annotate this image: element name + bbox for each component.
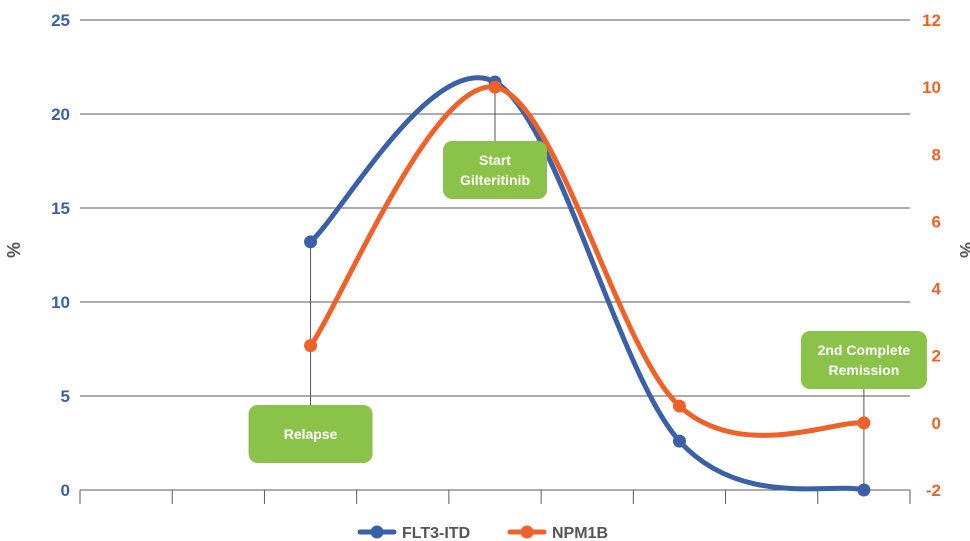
left-tick-label: 5: [61, 387, 70, 406]
annotation-label-relapse: Relapse: [284, 426, 338, 442]
left-tick-label: 25: [51, 11, 70, 30]
data-point-npm1b: [857, 416, 871, 430]
legend-swatch-marker-flt3-itd: [370, 525, 384, 539]
legend-label-npm1b: NPM1B: [552, 525, 608, 541]
left-axis-ticks: 0 5 10 15 20 25: [51, 11, 70, 500]
legend-swatch-marker-npm1b: [520, 525, 534, 539]
series-lines: [304, 75, 871, 497]
left-axis-title: %: [4, 242, 24, 258]
data-point-npm1b: [304, 339, 318, 353]
series-line-flt3-itd: [308, 75, 867, 493]
annotation-label-second-remission: Remission: [828, 362, 899, 378]
right-tick-label: 8: [932, 145, 941, 164]
right-tick-label: 0: [932, 414, 941, 433]
left-tick-label: 0: [61, 481, 70, 500]
annotation-box-second-remission: [800, 331, 927, 389]
left-tick-label: 15: [51, 199, 70, 218]
right-tick-label: 6: [932, 212, 941, 231]
right-tick-label: 12: [922, 11, 941, 30]
x-axis-ticks: [79, 490, 911, 504]
legend-label-flt3-itd: FLT3-ITD: [402, 525, 470, 541]
annotation-leader-lines: [310, 86, 865, 490]
right-tick-label: 4: [932, 280, 942, 299]
annotation-box-start-gilteritinib: [443, 141, 547, 199]
annotation-label-start-gilteritinib: Gilteritinib: [460, 172, 530, 188]
annotations: Relapse Start Gilteritinib 2nd Complete Remi…: [248, 141, 927, 463]
left-tick-label: 10: [51, 293, 70, 312]
right-tick-label: -2: [926, 481, 941, 500]
data-point-flt3-itd: [672, 434, 686, 448]
right-axis-ticks: -2 0 2 4 6 8 10 12: [922, 11, 941, 500]
annotation-label-start-gilteritinib: Start: [479, 152, 511, 168]
left-tick-label: 20: [51, 105, 70, 124]
right-tick-label: 10: [922, 78, 941, 97]
data-point-npm1b: [488, 80, 502, 94]
right-tick-label: 2: [932, 347, 941, 366]
data-point-npm1b: [672, 399, 686, 413]
annotation-label-second-remission: 2nd Complete: [818, 342, 911, 358]
data-point-flt3-itd: [857, 483, 871, 497]
data-point-flt3-itd: [304, 235, 318, 249]
right-axis-title: %: [956, 242, 970, 258]
series-line-npm1b: [308, 84, 867, 438]
annotation-box-relapse: [248, 405, 373, 463]
legend: FLT3-ITD NPM1B: [357, 525, 608, 541]
